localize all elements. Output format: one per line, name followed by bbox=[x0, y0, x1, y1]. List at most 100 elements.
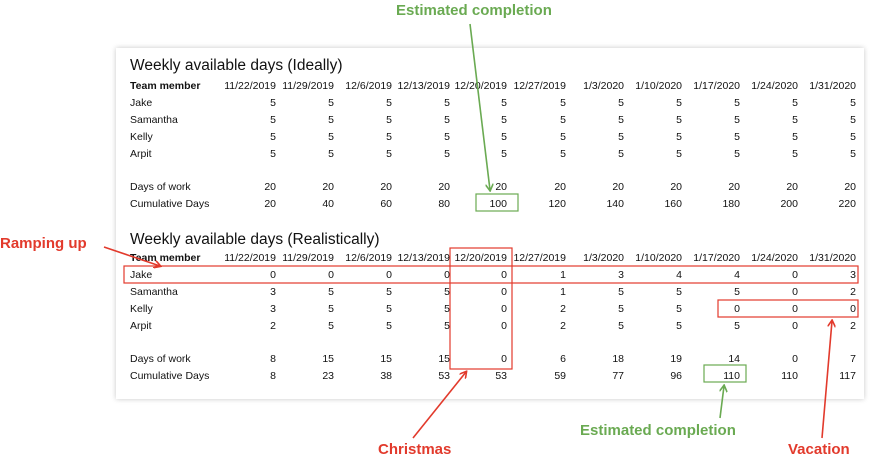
member-value: 0 bbox=[501, 320, 507, 332]
date-header: 12/27/2019 bbox=[513, 80, 566, 92]
member-value: 5 bbox=[444, 131, 450, 143]
member-value: 3 bbox=[270, 303, 276, 315]
member-value: 1 bbox=[560, 269, 566, 281]
date-header: 12/27/2019 bbox=[513, 252, 566, 264]
total-value: 15 bbox=[438, 353, 450, 365]
total-value: 53 bbox=[438, 370, 450, 382]
date-header: 1/17/2020 bbox=[693, 252, 740, 264]
member-value: 5 bbox=[734, 114, 740, 126]
total-value: 110 bbox=[781, 370, 798, 382]
member-value: 2 bbox=[270, 320, 276, 332]
member-value: 5 bbox=[676, 114, 682, 126]
total-value: 100 bbox=[489, 198, 507, 210]
christmas-label: Christmas bbox=[378, 441, 452, 458]
member-value: 5 bbox=[560, 148, 566, 160]
member-value: 5 bbox=[386, 97, 392, 109]
estimated-completion-real-label: Estimated completion bbox=[580, 422, 736, 439]
member-value: 5 bbox=[501, 97, 507, 109]
total-value: 200 bbox=[780, 198, 798, 210]
date-header: 11/22/2019 bbox=[224, 252, 276, 264]
real-table-title: Weekly available days (Realistically) bbox=[130, 231, 380, 248]
member-value: 3 bbox=[850, 269, 856, 281]
estimated-completion-ideal-label: Estimated completion bbox=[396, 2, 552, 19]
date-header: 12/6/2019 bbox=[345, 252, 392, 264]
date-header: 1/17/2020 bbox=[693, 80, 740, 92]
member-value: 5 bbox=[328, 286, 334, 298]
member-value: 5 bbox=[386, 131, 392, 143]
total-value: 220 bbox=[838, 198, 856, 210]
total-value: 23 bbox=[322, 370, 334, 382]
member-value: 5 bbox=[444, 148, 450, 160]
member-value: 5 bbox=[270, 148, 276, 160]
total-value: 19 bbox=[670, 353, 682, 365]
member-value: 5 bbox=[618, 97, 624, 109]
member-value: 0 bbox=[501, 269, 507, 281]
member-value: 5 bbox=[618, 320, 624, 332]
member-value: 4 bbox=[734, 269, 740, 281]
member-value: 5 bbox=[270, 114, 276, 126]
member-value: 5 bbox=[850, 114, 856, 126]
member-value: 5 bbox=[270, 97, 276, 109]
member-value: 0 bbox=[734, 303, 740, 315]
total-row-label: Days of work bbox=[130, 181, 191, 193]
total-value: 20 bbox=[554, 181, 566, 193]
date-header: 1/24/2020 bbox=[751, 252, 798, 264]
total-value: 20 bbox=[670, 181, 682, 193]
member-value: 0 bbox=[792, 286, 798, 298]
date-header: 12/20/2019 bbox=[454, 252, 507, 264]
member-value: 5 bbox=[734, 286, 740, 298]
member-value: 5 bbox=[618, 131, 624, 143]
date-header: 11/29/2019 bbox=[282, 252, 334, 264]
member-value: 2 bbox=[850, 286, 856, 298]
team-member-header: Team member bbox=[130, 252, 201, 264]
member-value: 5 bbox=[618, 303, 624, 315]
schedule-card bbox=[116, 48, 864, 399]
vacation-label: Vacation bbox=[788, 441, 850, 458]
member-value: 5 bbox=[676, 148, 682, 160]
member-value: 5 bbox=[676, 131, 682, 143]
member-value: 5 bbox=[501, 131, 507, 143]
total-value: 20 bbox=[495, 181, 507, 193]
member-value: 5 bbox=[850, 131, 856, 143]
total-value: 0 bbox=[501, 353, 507, 365]
total-value: 20 bbox=[322, 181, 334, 193]
member-value: 1 bbox=[560, 286, 566, 298]
member-value: 5 bbox=[850, 97, 856, 109]
member-value: 5 bbox=[328, 114, 334, 126]
member-name: Samantha bbox=[130, 114, 178, 126]
total-value: 20 bbox=[264, 198, 276, 210]
member-value: 5 bbox=[676, 303, 682, 315]
member-value: 0 bbox=[444, 269, 450, 281]
member-value: 0 bbox=[792, 303, 798, 315]
member-value: 5 bbox=[734, 131, 740, 143]
total-value: 60 bbox=[380, 198, 392, 210]
member-value: 5 bbox=[676, 320, 682, 332]
total-value: 77 bbox=[612, 370, 624, 382]
total-value: 140 bbox=[606, 198, 624, 210]
member-value: 5 bbox=[386, 286, 392, 298]
member-value: 5 bbox=[328, 320, 334, 332]
total-value: 18 bbox=[612, 353, 624, 365]
total-row-label: Cumulative Days bbox=[130, 198, 210, 210]
member-name: Jake bbox=[130, 269, 153, 281]
member-value: 5 bbox=[328, 97, 334, 109]
date-header: 12/20/2019 bbox=[454, 80, 507, 92]
total-value: 40 bbox=[322, 198, 334, 210]
member-value: 5 bbox=[270, 131, 276, 143]
member-value: 5 bbox=[444, 303, 450, 315]
total-value: 117 bbox=[839, 370, 856, 382]
member-value: 5 bbox=[386, 320, 392, 332]
member-value: 0 bbox=[501, 286, 507, 298]
member-name: Arpit bbox=[130, 320, 152, 332]
member-value: 0 bbox=[328, 269, 334, 281]
team-member-header: Team member bbox=[130, 80, 201, 92]
member-value: 0 bbox=[792, 269, 798, 281]
date-header: 1/31/2020 bbox=[809, 252, 856, 264]
member-value: 0 bbox=[850, 303, 856, 315]
total-value: 59 bbox=[554, 370, 566, 382]
total-value: 15 bbox=[322, 353, 334, 365]
member-value: 5 bbox=[734, 97, 740, 109]
member-value: 5 bbox=[386, 303, 392, 315]
total-value: 0 bbox=[792, 353, 798, 365]
member-value: 5 bbox=[560, 131, 566, 143]
